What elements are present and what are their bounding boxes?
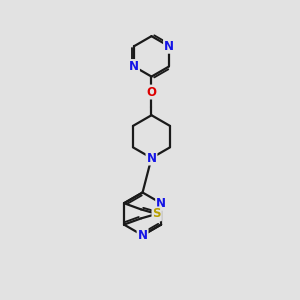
Text: S: S [152, 207, 161, 220]
Text: N: N [156, 197, 166, 210]
Text: N: N [146, 152, 157, 164]
Text: N: N [138, 229, 148, 242]
Text: N: N [129, 60, 139, 73]
Text: N: N [164, 40, 174, 53]
Text: O: O [146, 85, 157, 98]
